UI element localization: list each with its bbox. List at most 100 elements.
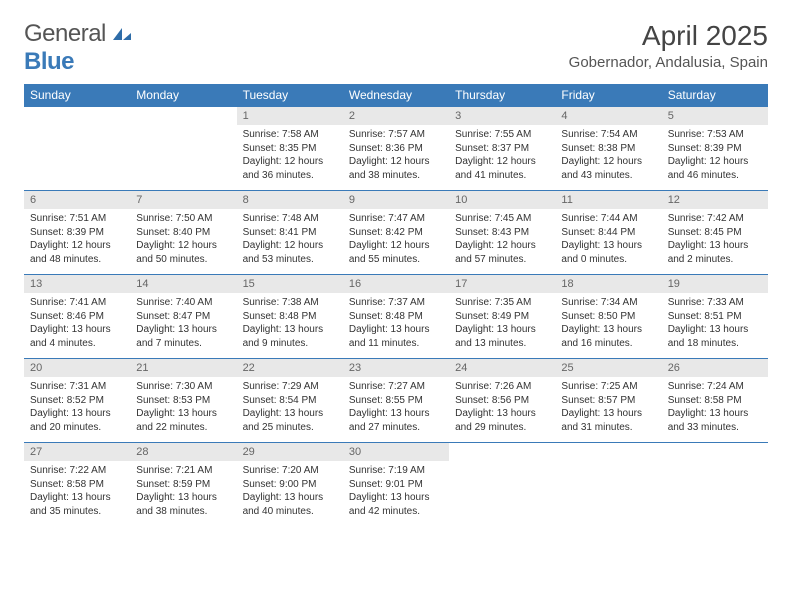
sunset-line: Sunset: 8:36 PM <box>349 143 423 154</box>
day-number: 13 <box>24 275 130 294</box>
day-header: Saturday <box>662 84 768 107</box>
sunset-line: Sunset: 8:48 PM <box>243 311 317 322</box>
sunrise-line: Sunrise: 7:57 AM <box>349 129 425 140</box>
daylight-line: Daylight: 12 hours and 53 minutes. <box>243 240 324 265</box>
sunrise-line: Sunrise: 7:40 AM <box>136 297 212 308</box>
logo-sail-icon <box>112 20 132 34</box>
logo-text-general: General <box>24 20 106 47</box>
sunset-line: Sunset: 8:50 PM <box>561 311 635 322</box>
day-cell <box>662 461 768 526</box>
location-label: Gobernador, Andalusia, Spain <box>569 54 768 71</box>
daylight-line: Daylight: 12 hours and 50 minutes. <box>136 240 217 265</box>
day-number: 19 <box>662 275 768 294</box>
day-cell: Sunrise: 7:53 AMSunset: 8:39 PMDaylight:… <box>662 125 768 191</box>
day-cell: Sunrise: 7:22 AMSunset: 8:58 PMDaylight:… <box>24 461 130 526</box>
sunset-line: Sunset: 8:38 PM <box>561 143 635 154</box>
day-number: 11 <box>555 191 661 210</box>
day-number: 10 <box>449 191 555 210</box>
day-number: 20 <box>24 359 130 378</box>
daylight-line: Daylight: 13 hours and 38 minutes. <box>136 492 217 517</box>
day-cell: Sunrise: 7:47 AMSunset: 8:42 PMDaylight:… <box>343 209 449 275</box>
day-cell: Sunrise: 7:34 AMSunset: 8:50 PMDaylight:… <box>555 293 661 359</box>
logo-text: General Blue <box>24 20 132 76</box>
day-cell: Sunrise: 7:25 AMSunset: 8:57 PMDaylight:… <box>555 377 661 443</box>
sunrise-line: Sunrise: 7:53 AM <box>668 129 744 140</box>
day-cell: Sunrise: 7:24 AMSunset: 8:58 PMDaylight:… <box>662 377 768 443</box>
day-cell <box>24 125 130 191</box>
day-cell: Sunrise: 7:58 AMSunset: 8:35 PMDaylight:… <box>237 125 343 191</box>
sunrise-line: Sunrise: 7:41 AM <box>30 297 106 308</box>
sunset-line: Sunset: 8:45 PM <box>668 227 742 238</box>
day-number: 14 <box>130 275 236 294</box>
day-cell: Sunrise: 7:55 AMSunset: 8:37 PMDaylight:… <box>449 125 555 191</box>
sunset-line: Sunset: 8:58 PM <box>30 479 104 490</box>
sunset-line: Sunset: 8:39 PM <box>668 143 742 154</box>
logo-text-blue: Blue <box>24 48 74 75</box>
sunset-line: Sunset: 8:51 PM <box>668 311 742 322</box>
day-cell: Sunrise: 7:40 AMSunset: 8:47 PMDaylight:… <box>130 293 236 359</box>
sunrise-line: Sunrise: 7:30 AM <box>136 381 212 392</box>
day-number: 18 <box>555 275 661 294</box>
day-number: 9 <box>343 191 449 210</box>
day-number-row: 12345 <box>24 107 768 126</box>
daylight-line: Daylight: 13 hours and 27 minutes. <box>349 408 430 433</box>
day-content-row: Sunrise: 7:31 AMSunset: 8:52 PMDaylight:… <box>24 377 768 443</box>
day-cell: Sunrise: 7:21 AMSunset: 8:59 PMDaylight:… <box>130 461 236 526</box>
day-cell: Sunrise: 7:45 AMSunset: 8:43 PMDaylight:… <box>449 209 555 275</box>
daylight-line: Daylight: 13 hours and 22 minutes. <box>136 408 217 433</box>
day-number: 22 <box>237 359 343 378</box>
day-header: Sunday <box>24 84 130 107</box>
day-cell: Sunrise: 7:38 AM Sunset: 8:48 PM Daylight:… <box>237 293 343 359</box>
sunset-line: Sunset: 8:37 PM <box>455 143 529 154</box>
day-number: 25 <box>555 359 661 378</box>
sunrise-line: Sunrise: 7:22 AM <box>30 465 106 476</box>
sunrise-line: Sunrise: 7:24 AM <box>668 381 744 392</box>
day-cell: Sunrise: 7:48 AMSunset: 8:41 PMDaylight:… <box>237 209 343 275</box>
day-cell: Sunrise: 7:37 AMSunset: 8:48 PMDaylight:… <box>343 293 449 359</box>
daylight-line: Daylight: 13 hours and 13 minutes. <box>455 324 536 349</box>
sunrise-line: Sunrise: 7:54 AM <box>561 129 637 140</box>
sunset-line: Sunset: 8:49 PM <box>455 311 529 322</box>
day-number-row: 27282930 <box>24 443 768 462</box>
header: General Blue April 2025 Gobernador, Anda… <box>24 20 768 76</box>
day-number <box>130 107 236 126</box>
day-cell: Sunrise: 7:54 AMSunset: 8:38 PMDaylight:… <box>555 125 661 191</box>
day-header: Tuesday <box>237 84 343 107</box>
day-number: 6 <box>24 191 130 210</box>
day-cell: Sunrise: 7:30 AMSunset: 8:53 PMDaylight:… <box>130 377 236 443</box>
day-number: 16 <box>343 275 449 294</box>
sunrise-line: Sunrise: 7:48 AM <box>243 213 319 224</box>
sunset-line: Sunset: 8:44 PM <box>561 227 635 238</box>
day-cell: Sunrise: 7:44 AMSunset: 8:44 PMDaylight:… <box>555 209 661 275</box>
daylight-line: Daylight: 13 hours and 16 minutes. <box>561 324 642 349</box>
daylight-line: Daylight: 13 hours and 7 minutes. <box>136 324 217 349</box>
daylight-line: Daylight: 13 hours and 9 minutes. <box>243 324 324 349</box>
day-cell: Sunrise: 7:26 AMSunset: 8:56 PMDaylight:… <box>449 377 555 443</box>
day-number: 27 <box>24 443 130 462</box>
daylight-line: Daylight: 12 hours and 55 minutes. <box>349 240 430 265</box>
day-cell <box>449 461 555 526</box>
sunset-line: Sunset: 9:00 PM <box>243 479 317 490</box>
daylight-line: Daylight: 13 hours and 29 minutes. <box>455 408 536 433</box>
sunrise-line: Sunrise: 7:58 AM <box>243 129 319 140</box>
sunrise-line: Sunrise: 7:37 AM <box>349 297 425 308</box>
sunrise-line: Sunrise: 7:35 AM <box>455 297 531 308</box>
day-number-row: 20212223242526 <box>24 359 768 378</box>
day-cell: Sunrise: 7:42 AMSunset: 8:45 PMDaylight:… <box>662 209 768 275</box>
sunrise-line: Sunrise: 7:47 AM <box>349 213 425 224</box>
sunrise-line: Sunrise: 7:55 AM <box>455 129 531 140</box>
day-cell: Sunrise: 7:33 AMSunset: 8:51 PMDaylight:… <box>662 293 768 359</box>
day-number: 26 <box>662 359 768 378</box>
daylight-line: Daylight: 12 hours and 38 minutes. <box>349 156 430 181</box>
day-number <box>24 107 130 126</box>
sunset-line: Sunset: 8:56 PM <box>455 395 529 406</box>
day-header-row: SundayMondayTuesdayWednesdayThursdayFrid… <box>24 84 768 107</box>
day-number: 3 <box>449 107 555 126</box>
day-header: Wednesday <box>343 84 449 107</box>
sunrise-line: Sunrise: 7:38 AM <box>243 297 319 308</box>
sunrise-line: Sunrise: 7:27 AM <box>349 381 425 392</box>
day-number: 17 <box>449 275 555 294</box>
day-content-row: Sunrise: 7:22 AM Sunset: 8:58 PM Daylight:… <box>24 461 768 526</box>
sunrise-line: Sunrise: 7:51 AM <box>30 213 106 224</box>
sunset-line: Sunset: 8:39 PM <box>30 227 104 238</box>
